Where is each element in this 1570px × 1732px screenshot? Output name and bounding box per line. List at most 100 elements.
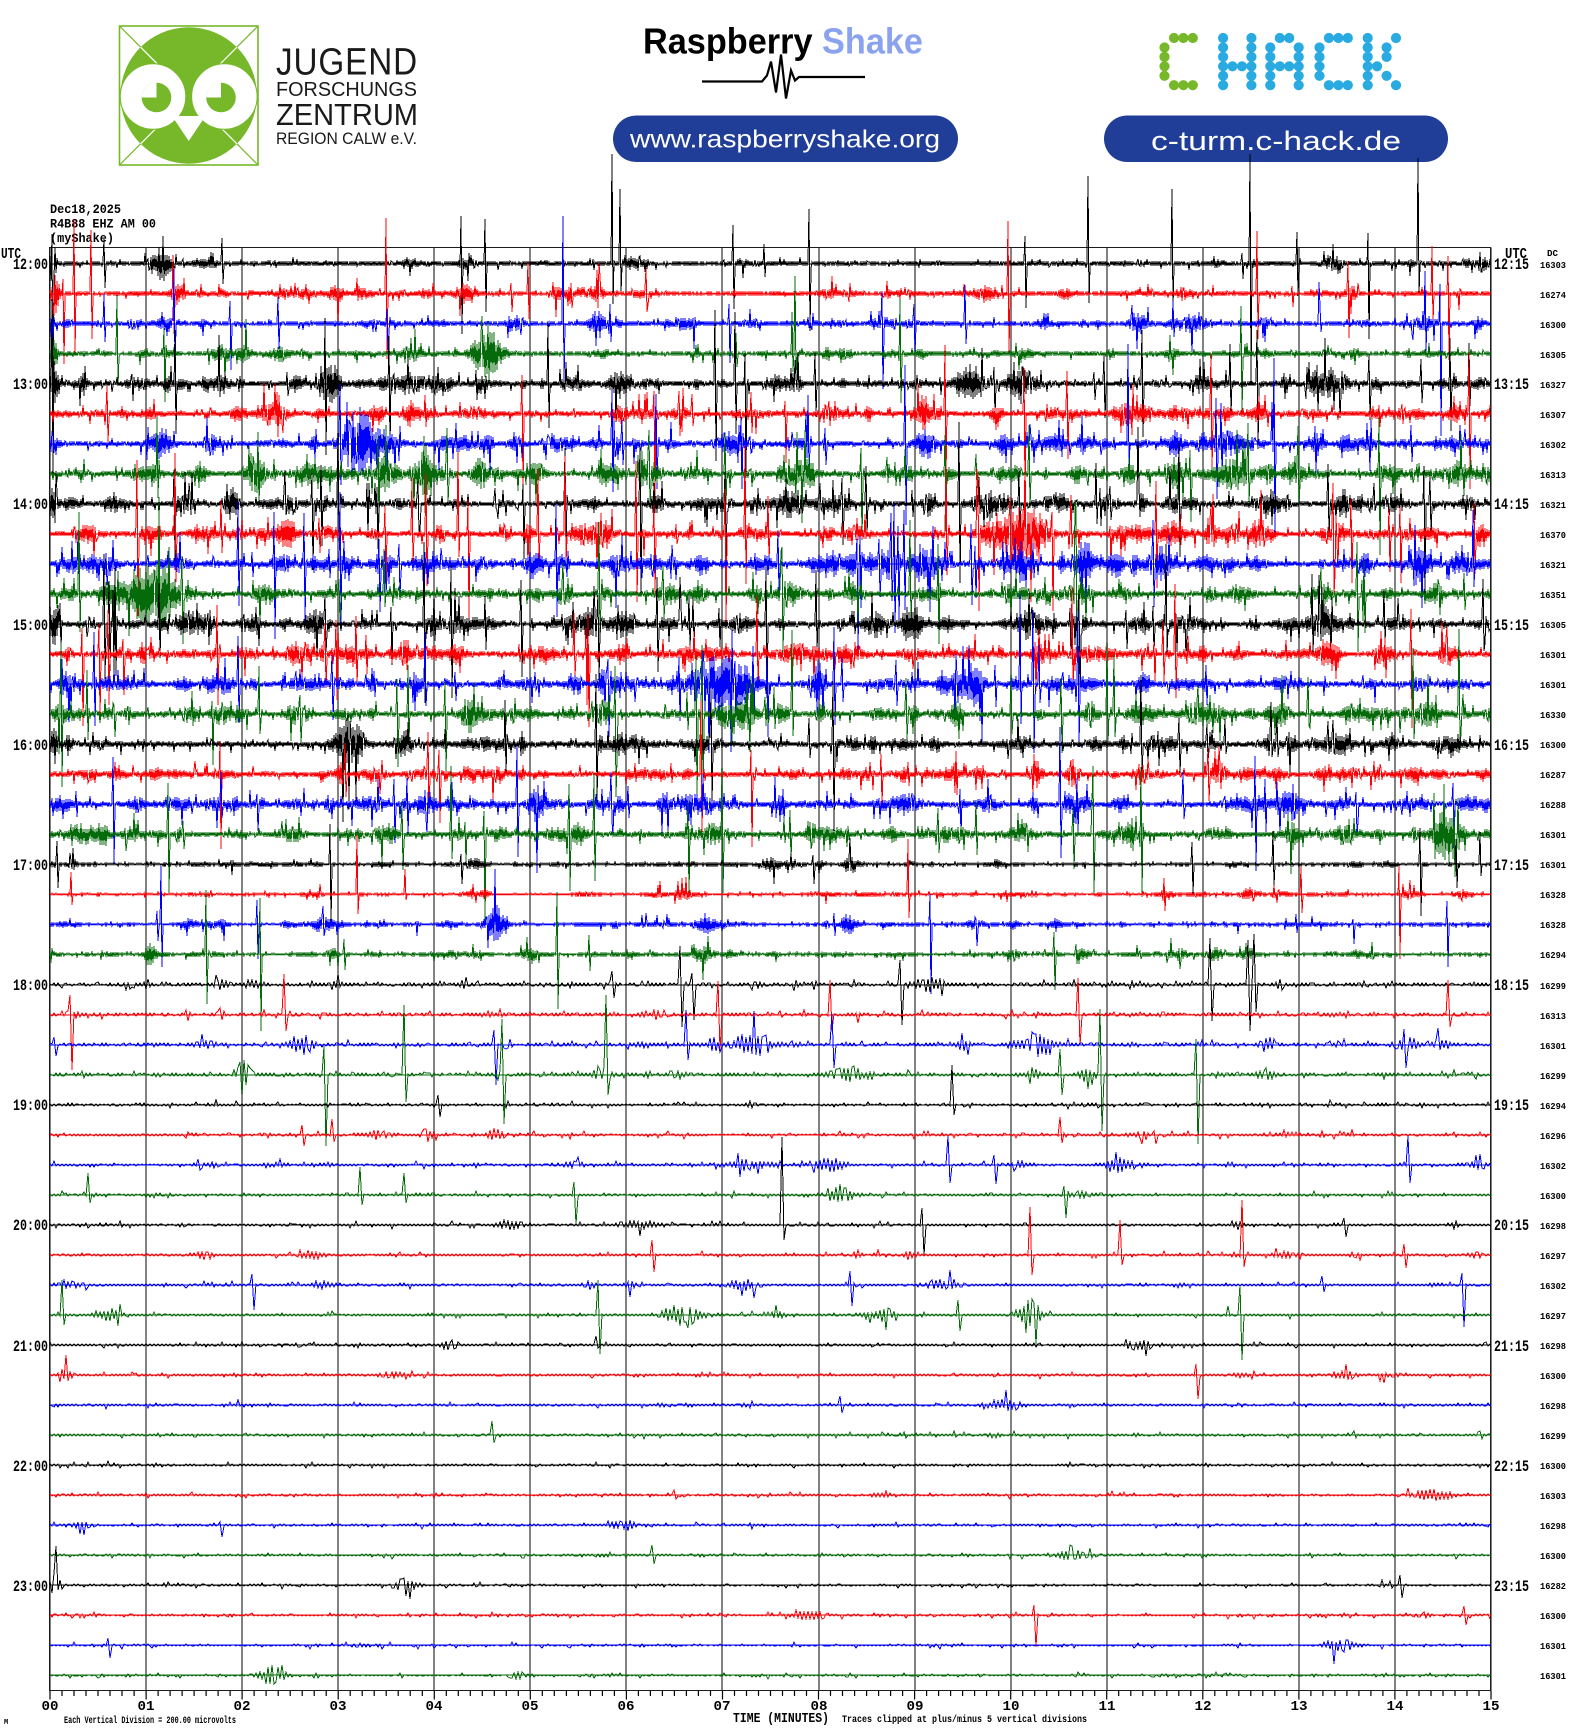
- svg-text:00: 00: [42, 1699, 59, 1715]
- svg-text:16330: 16330: [1540, 710, 1566, 721]
- svg-text:13: 13: [1291, 1699, 1308, 1715]
- svg-text:05: 05: [522, 1699, 539, 1715]
- svg-text:www.raspberryshake.org: www.raspberryshake.org: [629, 126, 940, 154]
- svg-text:16313: 16313: [1540, 1011, 1566, 1022]
- svg-text:10: 10: [1003, 1699, 1020, 1715]
- svg-text:16301: 16301: [1540, 650, 1566, 661]
- svg-text:16328: 16328: [1540, 890, 1566, 901]
- svg-text:16301: 16301: [1540, 1041, 1566, 1052]
- svg-text:16300: 16300: [1540, 1371, 1566, 1382]
- svg-text:TIME (MINUTES): TIME (MINUTES): [733, 1712, 829, 1727]
- svg-text:07: 07: [714, 1699, 731, 1715]
- svg-text:16299: 16299: [1540, 981, 1566, 992]
- svg-text:12:15: 12:15: [1494, 256, 1529, 274]
- svg-text:UTC: UTC: [1, 246, 21, 263]
- svg-text:20:00: 20:00: [13, 1217, 48, 1235]
- svg-text:12: 12: [1195, 1699, 1212, 1715]
- svg-text:DC: DC: [1547, 249, 1559, 259]
- svg-text:16305: 16305: [1540, 620, 1566, 631]
- svg-text:16321: 16321: [1540, 500, 1566, 511]
- svg-text:16301: 16301: [1540, 680, 1566, 691]
- svg-text:16282: 16282: [1540, 1581, 1566, 1592]
- svg-text:UTC: UTC: [1505, 246, 1527, 263]
- svg-text:23:15: 23:15: [1494, 1578, 1529, 1596]
- svg-text:18:00: 18:00: [13, 977, 48, 995]
- svg-text:16300: 16300: [1540, 1551, 1566, 1562]
- svg-text:03: 03: [330, 1699, 347, 1715]
- svg-text:16302: 16302: [1540, 1281, 1566, 1292]
- svg-text:Each Vertical Division = 200.: Each Vertical Division = 200.00 microvol…: [64, 1715, 236, 1727]
- svg-text:JUGEND: JUGEND: [276, 42, 418, 84]
- svg-text:16305: 16305: [1540, 350, 1566, 361]
- svg-text:16300: 16300: [1540, 740, 1566, 751]
- svg-text:13:00: 13:00: [13, 376, 48, 394]
- svg-text:16298: 16298: [1540, 1521, 1566, 1532]
- svg-text:REGION CALW e.V.: REGION CALW e.V.: [276, 129, 417, 148]
- svg-text:16301: 16301: [1540, 860, 1566, 871]
- svg-text:M: M: [4, 1719, 8, 1727]
- svg-text:16370: 16370: [1540, 530, 1566, 541]
- svg-text:15: 15: [1483, 1699, 1500, 1715]
- svg-text:Raspberry Shake: Raspberry Shake: [643, 21, 923, 62]
- svg-text:16301: 16301: [1540, 1641, 1566, 1652]
- svg-text:16294: 16294: [1540, 950, 1566, 961]
- svg-text:16298: 16298: [1540, 1401, 1566, 1412]
- svg-text:19:15: 19:15: [1494, 1097, 1529, 1115]
- svg-text:16302: 16302: [1540, 1161, 1566, 1172]
- svg-text:14:00: 14:00: [13, 496, 48, 514]
- svg-text:16287: 16287: [1540, 770, 1566, 781]
- svg-text:16328: 16328: [1540, 920, 1566, 931]
- svg-text:16294: 16294: [1540, 1101, 1566, 1112]
- svg-text:16:15: 16:15: [1494, 737, 1529, 755]
- svg-text:14:15: 14:15: [1494, 496, 1529, 514]
- svg-text:16297: 16297: [1540, 1311, 1566, 1322]
- svg-text:20:15: 20:15: [1494, 1217, 1529, 1235]
- svg-text:Dec18,2025: Dec18,2025: [50, 202, 121, 217]
- svg-text:16296: 16296: [1540, 1131, 1566, 1142]
- svg-text:ZENTRUM: ZENTRUM: [276, 97, 418, 132]
- svg-text:R4B88 EHZ AM 00: R4B88 EHZ AM 00: [50, 217, 156, 232]
- svg-text:FORSCHUNGS: FORSCHUNGS: [276, 79, 417, 101]
- svg-text:17:00: 17:00: [13, 857, 48, 875]
- svg-text:23:00: 23:00: [13, 1578, 48, 1596]
- svg-text:16301: 16301: [1540, 830, 1566, 841]
- svg-text:16299: 16299: [1540, 1071, 1566, 1082]
- svg-text:c-turm.c-hack.de: c-turm.c-hack.de: [1151, 126, 1401, 156]
- svg-text:06: 06: [618, 1699, 635, 1715]
- svg-text:15:15: 15:15: [1494, 617, 1529, 635]
- svg-text:16298: 16298: [1540, 1221, 1566, 1232]
- svg-text:04: 04: [426, 1699, 443, 1715]
- svg-text:02: 02: [234, 1699, 251, 1715]
- svg-text:16301: 16301: [1540, 1671, 1566, 1682]
- svg-text:09: 09: [907, 1699, 924, 1715]
- svg-text:16321: 16321: [1540, 560, 1566, 571]
- svg-text:16327: 16327: [1540, 380, 1566, 391]
- svg-text:16300: 16300: [1540, 1191, 1566, 1202]
- svg-text:16307: 16307: [1540, 410, 1566, 421]
- svg-text:16300: 16300: [1540, 1611, 1566, 1622]
- svg-text:16297: 16297: [1540, 1251, 1566, 1262]
- svg-text:(myShake): (myShake): [50, 231, 114, 246]
- svg-text:19:00: 19:00: [13, 1097, 48, 1115]
- svg-text:16313: 16313: [1540, 470, 1566, 481]
- svg-text:17:15: 17:15: [1494, 857, 1529, 875]
- svg-text:13:15: 13:15: [1494, 376, 1529, 394]
- svg-text:11: 11: [1099, 1699, 1116, 1715]
- svg-text:16302: 16302: [1540, 440, 1566, 451]
- svg-text:15:00: 15:00: [13, 617, 48, 635]
- svg-text:16303: 16303: [1540, 260, 1566, 271]
- svg-text:14: 14: [1387, 1699, 1404, 1715]
- svg-text:16303: 16303: [1540, 1491, 1566, 1502]
- svg-text:16300: 16300: [1540, 320, 1566, 331]
- svg-text:12:00: 12:00: [13, 256, 48, 274]
- svg-text:22:00: 22:00: [13, 1458, 48, 1476]
- svg-text:16288: 16288: [1540, 800, 1566, 811]
- svg-text:Traces clipped at plus/minus 5: Traces clipped at plus/minus 5 vertical …: [842, 1714, 1087, 1726]
- svg-text:08: 08: [811, 1699, 828, 1715]
- svg-text:01: 01: [138, 1699, 155, 1715]
- svg-text:16274: 16274: [1540, 290, 1566, 301]
- svg-text:16351: 16351: [1540, 590, 1566, 601]
- svg-text:16300: 16300: [1540, 1461, 1566, 1472]
- svg-text:16298: 16298: [1540, 1341, 1566, 1352]
- svg-text:22:15: 22:15: [1494, 1458, 1529, 1476]
